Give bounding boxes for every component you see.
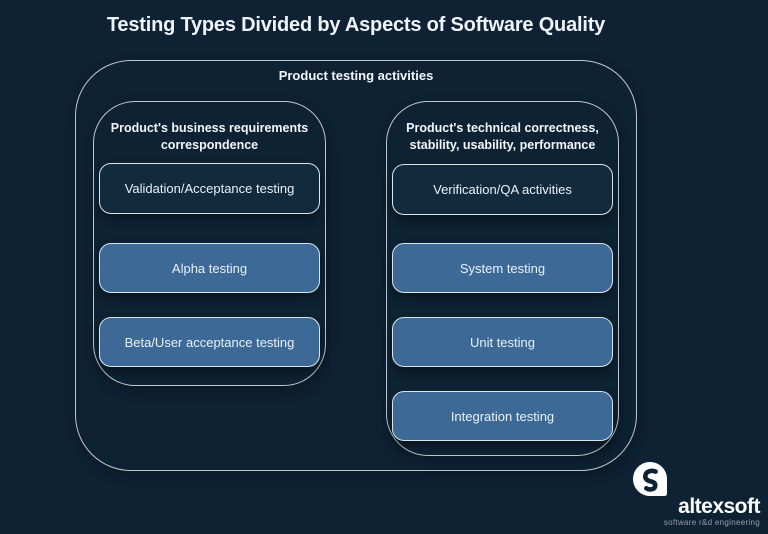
node-label: Integration testing (450, 408, 555, 424)
node-label: Verification/QA activities (433, 182, 572, 197)
header-line: stability, usability, performance (409, 138, 596, 152)
altexsoft-logo-icon (632, 461, 668, 497)
outer-group-label: Product testing activities (278, 68, 434, 83)
page-title: Testing Types Divided by Aspects of Soft… (106, 14, 606, 36)
node-label: System testing (459, 260, 546, 276)
node-label: Unit testing (469, 334, 536, 350)
node-validation-acceptance-testing: Validation/Acceptance testing (99, 163, 320, 214)
product-testing-activities-group: Product testing activities Product's bus… (75, 60, 637, 471)
node-verification-qa-activities: Verification/QA activities (392, 164, 613, 215)
technical-correctness-group: Product's technical correctness, stabili… (386, 101, 619, 456)
header-line: Product's business requirements (110, 121, 309, 135)
technical-correctness-header: Product's technical correctness, stabili… (387, 120, 618, 154)
node-beta-user-acceptance-testing: Beta/User acceptance testing (99, 317, 320, 367)
altexsoft-logo-text: altexsoft (678, 495, 760, 518)
altexsoft-tagline: software r&d engineering (663, 518, 760, 527)
header-line: correspondence (160, 138, 259, 152)
node-integration-testing: Integration testing (392, 391, 613, 441)
node-system-testing: System testing (392, 243, 613, 293)
node-unit-testing: Unit testing (392, 317, 613, 367)
business-requirements-header: Product's business requirements correspo… (94, 120, 325, 154)
node-alpha-testing: Alpha testing (99, 243, 320, 293)
business-requirements-group: Product's business requirements correspo… (93, 101, 326, 386)
header-line: Product's technical correctness, (406, 121, 599, 135)
node-label: Beta/User acceptance testing (124, 334, 295, 350)
node-label: Alpha testing (171, 260, 248, 276)
node-label: Validation/Acceptance testing (124, 181, 295, 196)
